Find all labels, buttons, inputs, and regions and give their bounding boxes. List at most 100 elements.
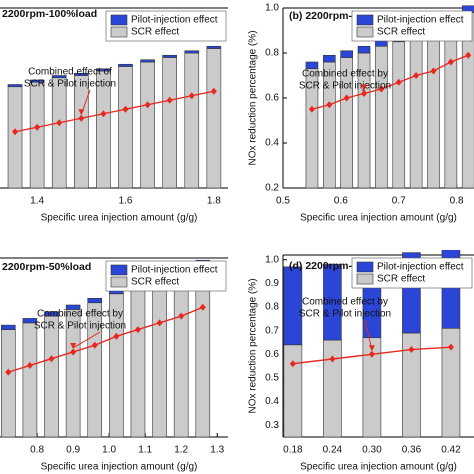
x-tick-label: 1.8 [207,196,221,207]
combined-marker [326,101,333,109]
pilot-bar [7,84,23,88]
x-axis-label: Specific urea injection amount (g/g) [41,213,198,224]
y-tick-label: 0.7 [265,325,279,336]
annotation: Combined effect by [37,309,123,320]
arrow-head [361,84,368,91]
combined-marker [447,343,454,351]
combined-marker [113,332,120,340]
annotation: Combined effect by [302,69,388,80]
pilot-bar [323,264,342,341]
combined-marker [26,361,33,369]
scr-bar [206,48,222,189]
combined-marker [289,360,296,368]
legend-label: SCR effect [377,274,425,285]
pilot-bar [0,324,16,330]
x-tick-label: 0.6 [334,196,348,207]
legend-swatch [356,26,374,38]
x-axis-label: Specific urea injection amount (g/g) [41,462,198,473]
x-tick-label: 1.6 [119,196,133,207]
x-axis-label: Specific urea injection amount (g/g) [300,462,457,473]
scr-bar [392,41,406,189]
annotation: SCR & Pilot injection [299,81,391,92]
scr-bar [162,57,177,189]
legend-swatch [356,273,374,285]
scr-bar [152,280,167,438]
combined-marker [210,87,217,95]
pilot-bar [357,45,371,54]
combined-marker [12,128,19,136]
y-tick-label: 0.8 [265,302,279,313]
pilot-bar [162,54,177,58]
x-tick-label: 1.2 [174,445,188,456]
panel: 0.5 0.6 0.7 0.80.20.40.60.81.0(b) 2200rpm-7… [248,3,474,224]
legend-label: Pilot-injection effect [377,262,464,273]
pilot-bar [340,50,353,58]
legend-swatch [356,261,374,273]
pilot-bar [283,266,303,346]
scr-bar [173,273,189,438]
scr-bar [74,75,89,189]
legend-swatch [110,264,128,276]
annotation-arrow [364,319,373,351]
combined-marker [343,94,350,102]
pilot-bar [51,75,67,79]
legend-label: SCR effect [377,27,425,38]
combined-marker [144,101,151,109]
x-tick-label: 0.5 [276,196,290,207]
scr-bar [409,34,423,189]
combined-marker [156,319,163,327]
scr-bar [444,21,458,189]
combined-marker [188,92,195,100]
scr-bar [140,61,155,189]
scr-bar [22,322,38,438]
annotation: Combined effect by [302,297,388,308]
x-tick-label: 0.36 [402,445,422,456]
scr-bar [375,45,388,189]
scr-bar [427,27,440,189]
x-tick-label: 0.30 [362,445,382,456]
y-axis-label: NOx reduction percentage (%) [248,278,259,413]
pilot-bar [74,72,89,76]
combined-marker [34,123,41,131]
combined-marker [70,348,77,356]
pilot-bar [87,297,103,304]
pilot-bar [206,45,222,49]
y-tick-label: 1.0 [265,3,279,14]
combined-marker [308,105,315,113]
x-tick-label: 1.4 [30,196,44,207]
scr-bar [29,81,45,189]
combined-marker [430,67,437,75]
legend-label: Pilot-injection effect [131,15,218,26]
combined-marker [78,114,85,122]
scr-bar [323,339,342,438]
y-tick-label: 0.4 [265,138,279,149]
combined-marker [5,368,12,376]
arrow-head [368,345,375,352]
scr-bar [118,66,133,189]
pilot-bar [184,50,200,54]
legend-swatch [110,26,128,38]
y-tick-label: 0.9 [265,278,279,289]
panel: 0.8 0.9 1.0 1.1 1.2 1.3 2200rpm-50%load Specifi… [0,257,228,473]
combined-marker [178,312,185,320]
combined-marker [134,326,141,334]
combined-marker [56,119,63,127]
scr-bar [7,86,23,189]
combined-marker [91,341,98,349]
panel: 0.18 0.24 0.30 0.36 0.42 0.3 0.4 0.5 0.6 0.7 0.8 0.… [248,250,474,473]
y-tick-label: 0.6 [265,349,279,360]
combined-marker [48,355,55,363]
pilot-bar [44,311,59,317]
x-tick-label: 1.0 [102,445,116,456]
annotation: SCR & Pilot injection [24,79,116,90]
pilot-bar [65,304,81,310]
combined-marker [378,85,385,93]
scr-bar [0,329,16,438]
pilot-bar [140,59,155,63]
combined-marker [166,96,173,104]
x-tick-label: 0.42 [441,445,461,456]
y-tick-label: 0.2 [265,183,279,194]
combined-marker [368,350,375,358]
y-tick-label: 0.6 [265,93,279,104]
